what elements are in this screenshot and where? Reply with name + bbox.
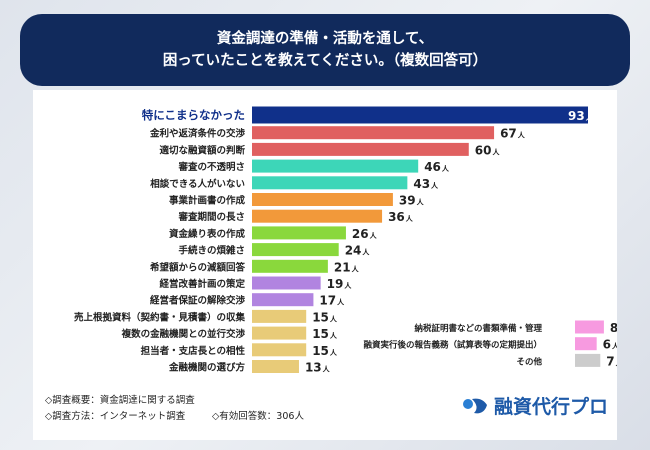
bar bbox=[252, 106, 588, 124]
bar bbox=[252, 276, 321, 290]
value-label: 19人 bbox=[327, 277, 353, 291]
title-line-2: 困っていたことを教えてください。（複数回答可） bbox=[162, 53, 488, 69]
bar bbox=[252, 326, 307, 340]
category-label: 担当者・支店長との相性 bbox=[141, 345, 246, 357]
value-label: 24人 bbox=[345, 244, 371, 258]
category-label: 資金繰り表の作成 bbox=[169, 228, 246, 240]
bar bbox=[252, 343, 307, 357]
value-label: 15人 bbox=[312, 344, 338, 358]
value-label: 17人 bbox=[319, 294, 345, 308]
category-label: 事業計画書の作成 bbox=[169, 195, 246, 207]
value-label: 7人 bbox=[606, 354, 617, 368]
value-label: 13人 bbox=[305, 361, 331, 375]
wave-logo-icon bbox=[463, 398, 487, 413]
category-label: 希望額からの減額回答 bbox=[150, 261, 246, 273]
value-label: 8人 bbox=[610, 321, 617, 335]
bar bbox=[252, 293, 314, 307]
value-label: 15人 bbox=[312, 327, 338, 341]
category-label: 複数の金融機関との並行交渉 bbox=[121, 328, 246, 340]
bar bbox=[252, 243, 339, 257]
value-label: 93人 bbox=[568, 109, 594, 123]
category-label: 経営改善計画の策定 bbox=[159, 278, 245, 290]
category-label: 売上根拠資料（契約書・見積書）の収集 bbox=[74, 311, 246, 323]
bar bbox=[252, 142, 469, 156]
category-label: 金融機関の選び方 bbox=[168, 362, 246, 374]
category-label: 適切な融資額の判断 bbox=[159, 144, 245, 156]
category-label: 相談できる人がいない bbox=[150, 178, 245, 190]
chart-title: 資金調達の準備・活動を通して、 困っていたことを教えてください。（複数回答可） bbox=[20, 14, 630, 86]
logo-text: 融資代行プロ bbox=[494, 396, 609, 418]
value-label: 43人 bbox=[413, 177, 439, 191]
footnote-survey-summary: ◇調査概要：資金調達に関する調査 bbox=[45, 395, 195, 406]
chart-card: 特にこまらなかった 93人金利や返済条件の交渉 67人適切な融資額の判断 60人審査の… bbox=[33, 90, 617, 440]
bar bbox=[575, 337, 597, 351]
footnote-survey-method: ◇調査方法：インターネット調査 bbox=[45, 411, 186, 422]
bar bbox=[575, 353, 601, 367]
category-label: 納税証明書などの書類準備・管理 bbox=[414, 323, 542, 334]
value-label: 15人 bbox=[312, 310, 338, 324]
value-label: 21人 bbox=[334, 260, 360, 274]
bar bbox=[252, 209, 383, 223]
category-label: 審査の不透明さ bbox=[177, 161, 245, 173]
bar bbox=[252, 126, 495, 140]
value-label: 39人 bbox=[399, 194, 425, 208]
value-label: 46人 bbox=[424, 160, 450, 174]
bar bbox=[575, 320, 604, 334]
bar bbox=[252, 176, 408, 190]
value-label: 60人 bbox=[475, 143, 501, 157]
value-label: 26人 bbox=[352, 227, 378, 241]
value-label: 36人 bbox=[388, 210, 414, 224]
bar bbox=[252, 193, 393, 206]
value-label: 6人 bbox=[603, 338, 617, 352]
category-label: 特にこまらなかった bbox=[142, 108, 245, 122]
title-line-1: 資金調達の準備・活動を通して、 bbox=[216, 31, 434, 47]
bar bbox=[252, 360, 299, 373]
bar bbox=[252, 159, 419, 173]
value-label: 67人 bbox=[500, 127, 526, 141]
category-label: 審査期間の長さ bbox=[177, 211, 245, 223]
category-label: 融資実行後の報告義務（試算表等の定期提出） bbox=[363, 340, 542, 351]
category-label: 手続きの煩雑さ bbox=[178, 245, 245, 257]
category-label: その他 bbox=[516, 356, 542, 367]
category-label: 経営者保証の解除交渉 bbox=[150, 295, 246, 307]
bar bbox=[252, 309, 307, 323]
category-label: 金利や返済条件の交渉 bbox=[149, 128, 246, 140]
logo: 融資代行プロ bbox=[462, 392, 608, 419]
bar bbox=[252, 226, 346, 240]
footnote-respondents: ◇有効回答数：306人 bbox=[212, 411, 304, 422]
bar bbox=[252, 259, 328, 273]
